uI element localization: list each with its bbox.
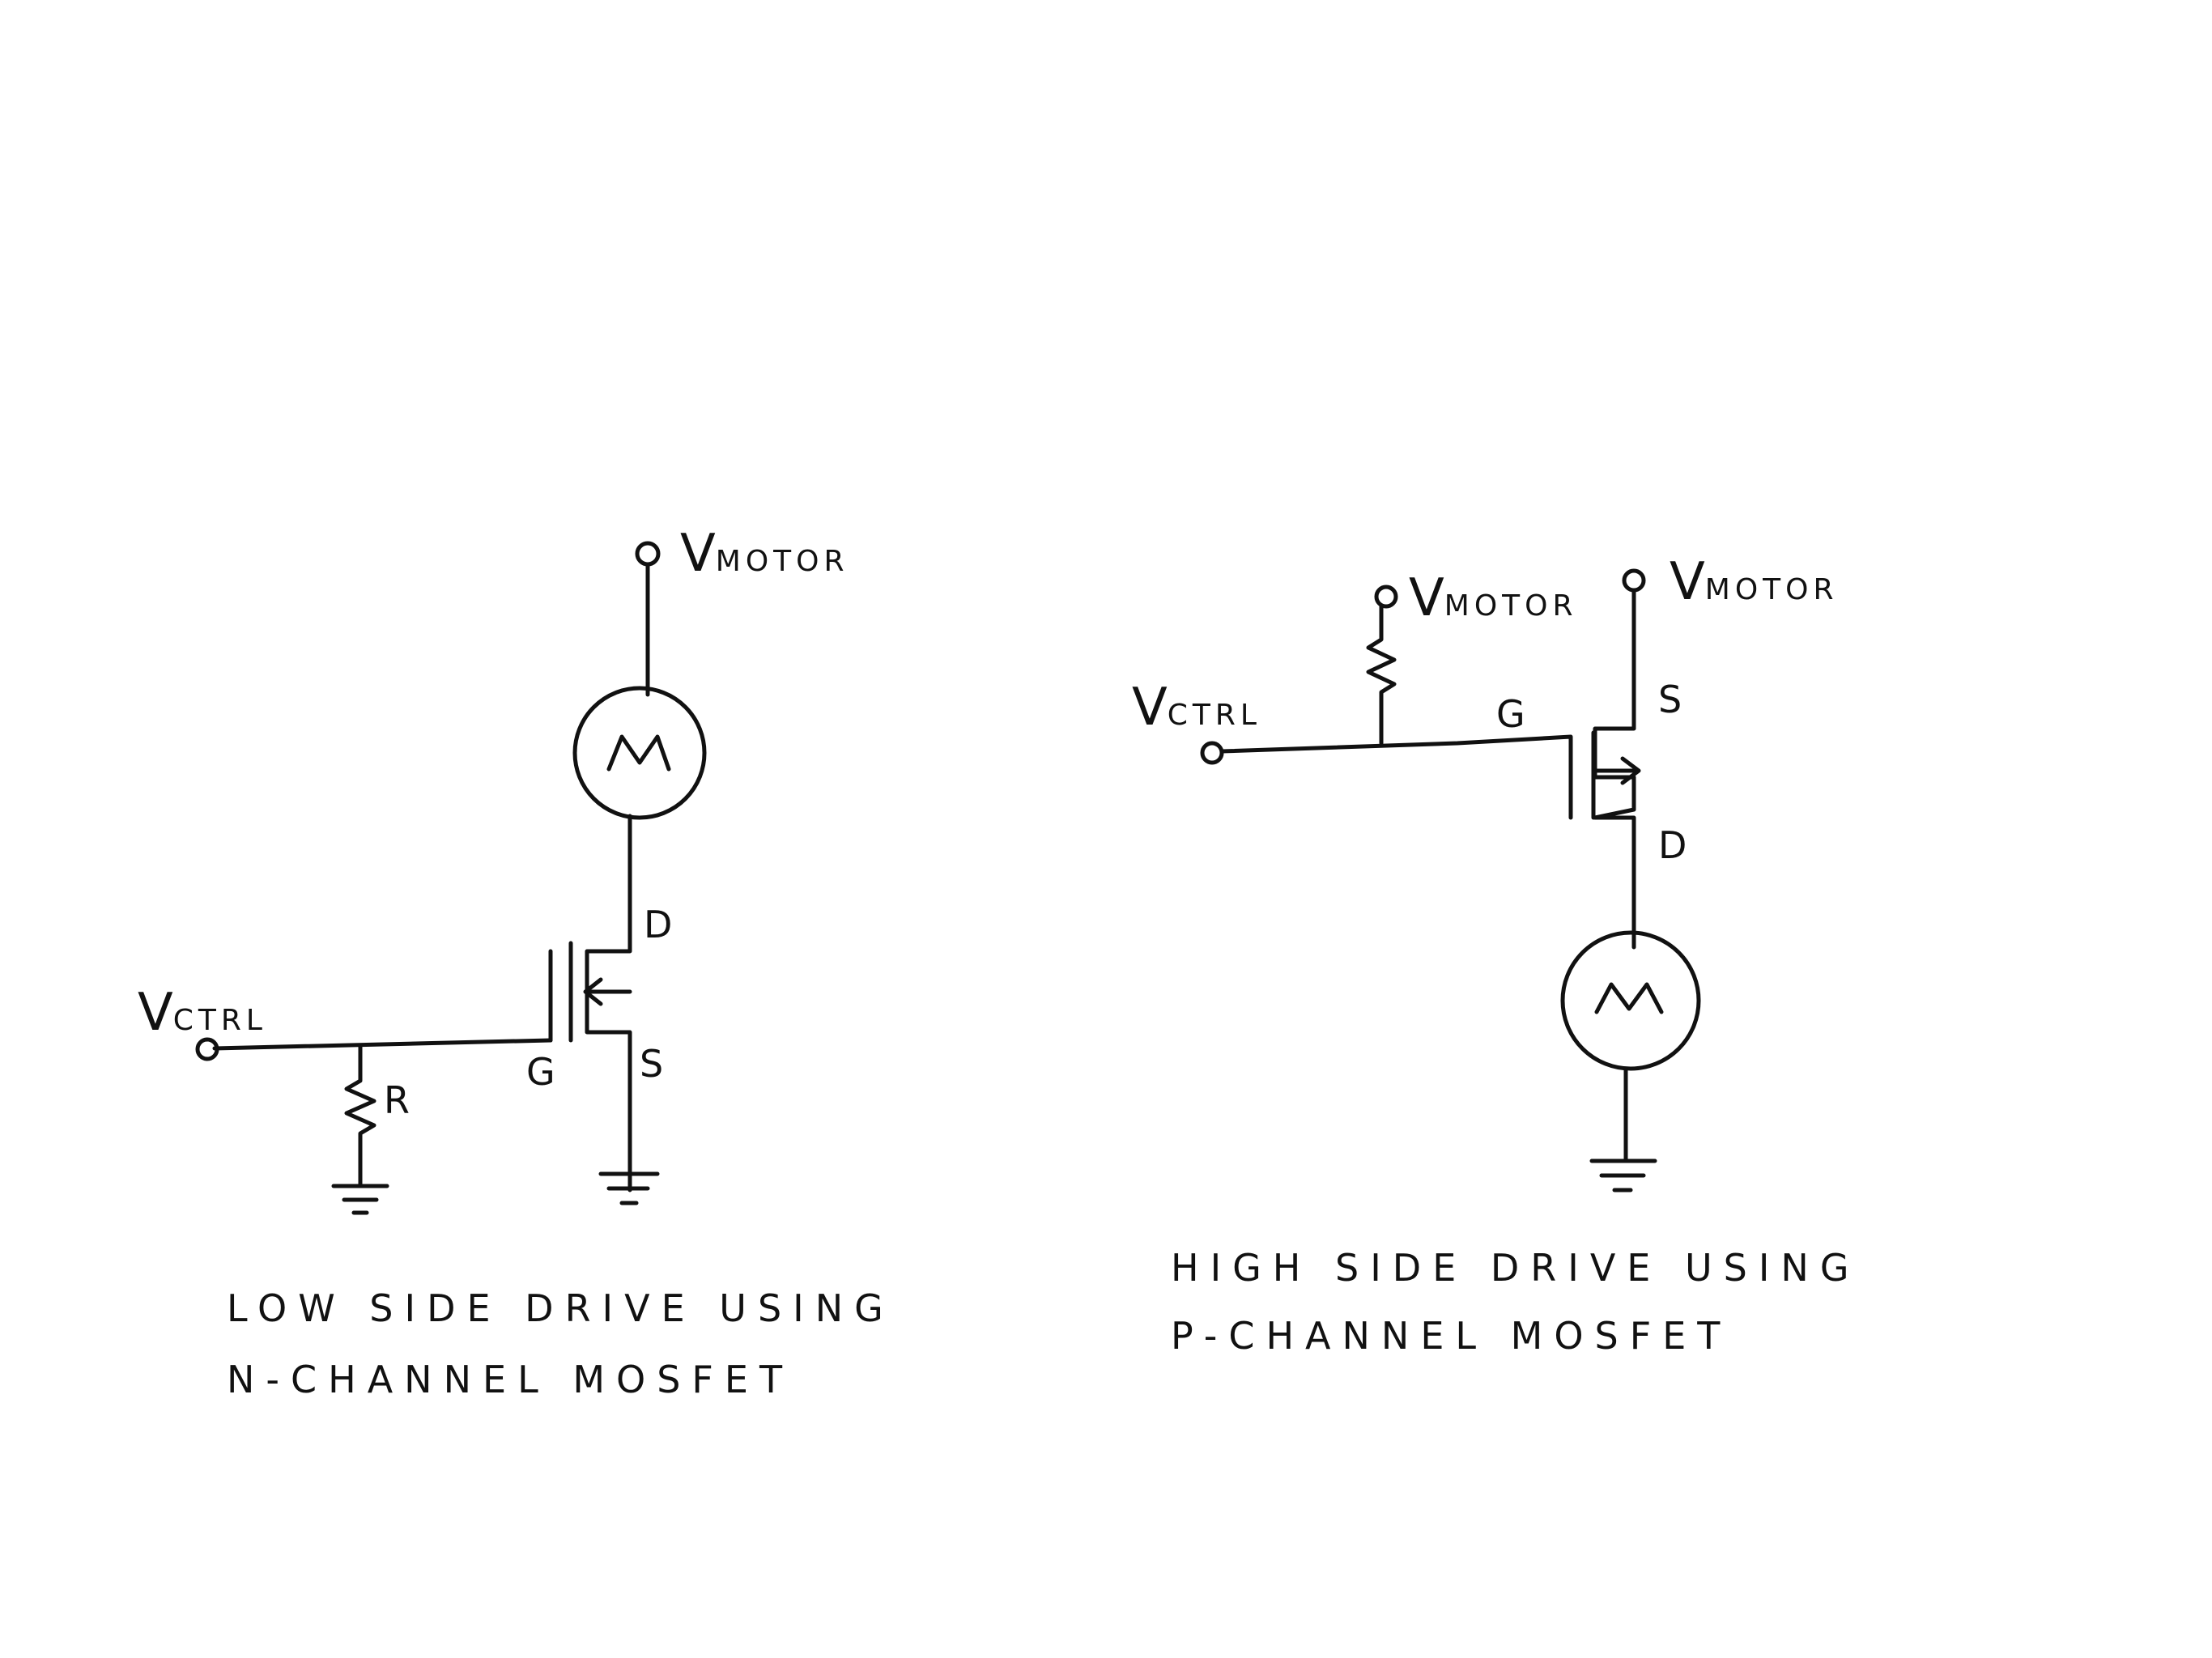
pullup-vmotor-terminal <box>1374 585 1398 609</box>
pullup-vmotor-label: VMOTOR <box>1409 568 1578 628</box>
gate-label: G <box>526 1050 564 1094</box>
ground-symbol-motor <box>1589 1158 1657 1192</box>
supply-vmotor-terminal <box>1622 568 1646 593</box>
body-arrow <box>583 977 603 1006</box>
high-side-circuit: VMOTOR VMOTOR VCTRL G S D M <box>1132 552 1860 1358</box>
vctrl-terminal-right <box>1200 741 1224 765</box>
pullup-resistor <box>1366 604 1397 746</box>
source-label: S <box>640 1042 671 1086</box>
caption-line-1-right: HIGH SIDE DRIVE USING <box>1171 1246 1860 1290</box>
vctrl-terminal <box>195 1037 219 1061</box>
vctrl-label: VCTRL <box>138 983 267 1043</box>
body-arrow-right <box>1620 756 1641 785</box>
drain-label: D <box>644 903 680 946</box>
gate-label-right: G <box>1496 692 1534 736</box>
gate-wire-right <box>1219 734 1573 820</box>
ground-symbol-source <box>598 1171 660 1205</box>
pulldown-resistor <box>344 1044 376 1188</box>
motor-circle <box>572 686 707 820</box>
supply-vmotor-label: VMOTOR <box>1670 552 1839 612</box>
vmotor-terminal <box>635 541 661 567</box>
motor-circle-right <box>1560 930 1701 1071</box>
source-drain-path <box>1593 589 1636 950</box>
low-side-circuit: VMOTOR M D S G VCTRL R <box>138 524 895 1401</box>
gate-wire <box>212 1038 553 1051</box>
motor-glyph-right <box>1594 982 1664 1014</box>
caption-line-2-right: P-CHANNEL MOSFET <box>1171 1314 1731 1358</box>
vctrl-label-right: VCTRL <box>1132 678 1261 738</box>
caption-line-1: LOW SIDE DRIVE USING <box>227 1286 895 1330</box>
motor-glyph <box>606 734 671 772</box>
ground-symbol-resistor <box>331 1184 389 1215</box>
caption-line-2: N-CHANNEL MOSFET <box>227 1358 793 1401</box>
source-label-right: S <box>1658 678 1690 721</box>
resistor-label: R <box>384 1078 418 1122</box>
vmotor-label: VMOTOR <box>680 524 849 584</box>
drain-label-right: D <box>1658 823 1695 867</box>
drain-source-path <box>585 814 632 1192</box>
